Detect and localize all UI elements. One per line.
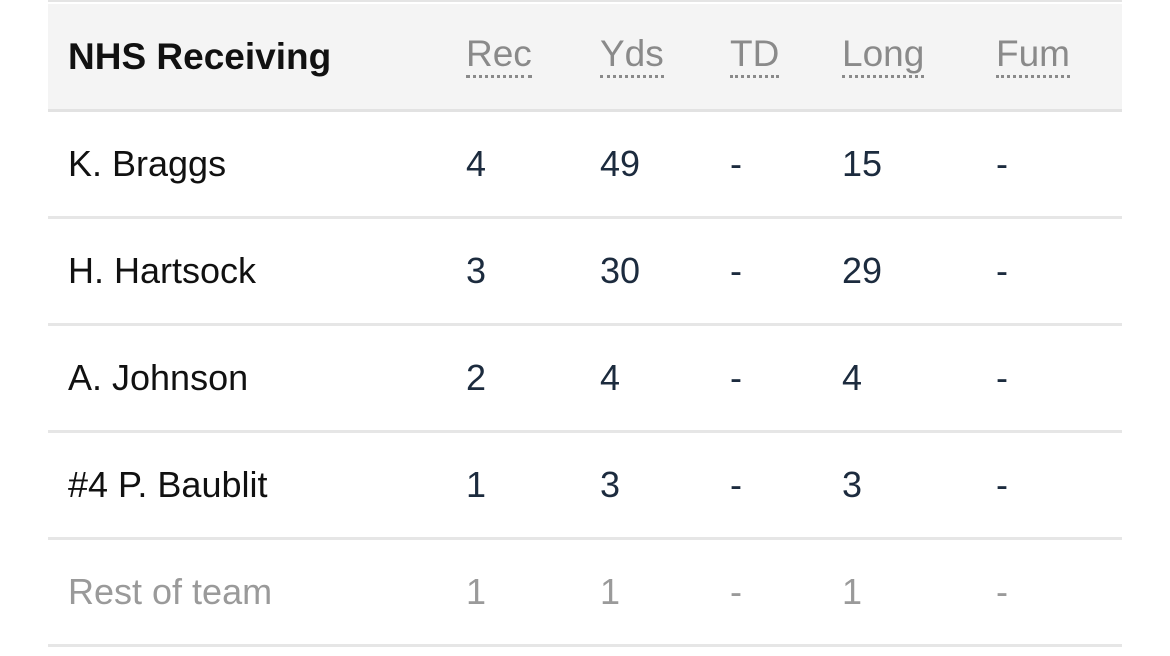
long-value: 4 <box>842 357 863 398</box>
fum-value: - <box>996 571 1008 612</box>
rest-of-team-label: Rest of team <box>68 571 273 612</box>
rec-value: 2 <box>466 357 487 398</box>
td-value: - <box>730 250 742 291</box>
column-header-rec[interactable]: Rec <box>466 4 532 109</box>
rec-value: 1 <box>466 464 487 505</box>
yds-value: 30 <box>600 250 641 291</box>
column-header-td[interactable]: TD <box>730 4 780 109</box>
td-value: - <box>730 357 742 398</box>
column-header-fum[interactable]: Fum <box>996 4 1070 109</box>
table-row: K. Braggs 4 49 - 15 - <box>48 112 1122 219</box>
rec-value: 3 <box>466 250 487 291</box>
table-top-border <box>48 0 1122 4</box>
fum-value: - <box>996 143 1008 184</box>
fum-value: - <box>996 464 1008 505</box>
fum-value: - <box>996 357 1008 398</box>
player-name[interactable]: K. Braggs <box>68 143 227 184</box>
yds-value: 49 <box>600 143 641 184</box>
rec-value: 1 <box>466 571 487 612</box>
receiving-stats-table: NHS Receiving Rec Yds TD Long Fum K. Bra… <box>48 0 1122 647</box>
long-value: 1 <box>842 571 863 612</box>
yds-value: 4 <box>600 357 621 398</box>
td-value: - <box>730 571 742 612</box>
td-value: - <box>730 143 742 184</box>
table-row-rest-of-team: Rest of team 1 1 - 1 - <box>48 540 1122 647</box>
rec-value: 4 <box>466 143 487 184</box>
table-header-row: NHS Receiving Rec Yds TD Long Fum <box>48 4 1122 112</box>
player-name[interactable]: H. Hartsock <box>68 250 257 291</box>
table-row: #4 P. Baublit 1 3 - 3 - <box>48 433 1122 540</box>
column-header-long[interactable]: Long <box>842 4 925 109</box>
table-row: A. Johnson 2 4 - 4 - <box>48 326 1122 433</box>
yds-value: 3 <box>600 464 621 505</box>
column-header-yds[interactable]: Yds <box>600 4 664 109</box>
player-name[interactable]: A. Johnson <box>68 357 249 398</box>
table-row: H. Hartsock 3 30 - 29 - <box>48 219 1122 326</box>
td-value: - <box>730 464 742 505</box>
long-value: 3 <box>842 464 863 505</box>
table-title: NHS Receiving <box>68 35 332 77</box>
player-name[interactable]: #4 P. Baublit <box>68 464 268 505</box>
long-value: 15 <box>842 143 883 184</box>
yds-value: 1 <box>600 571 621 612</box>
long-value: 29 <box>842 250 883 291</box>
fum-value: - <box>996 250 1008 291</box>
